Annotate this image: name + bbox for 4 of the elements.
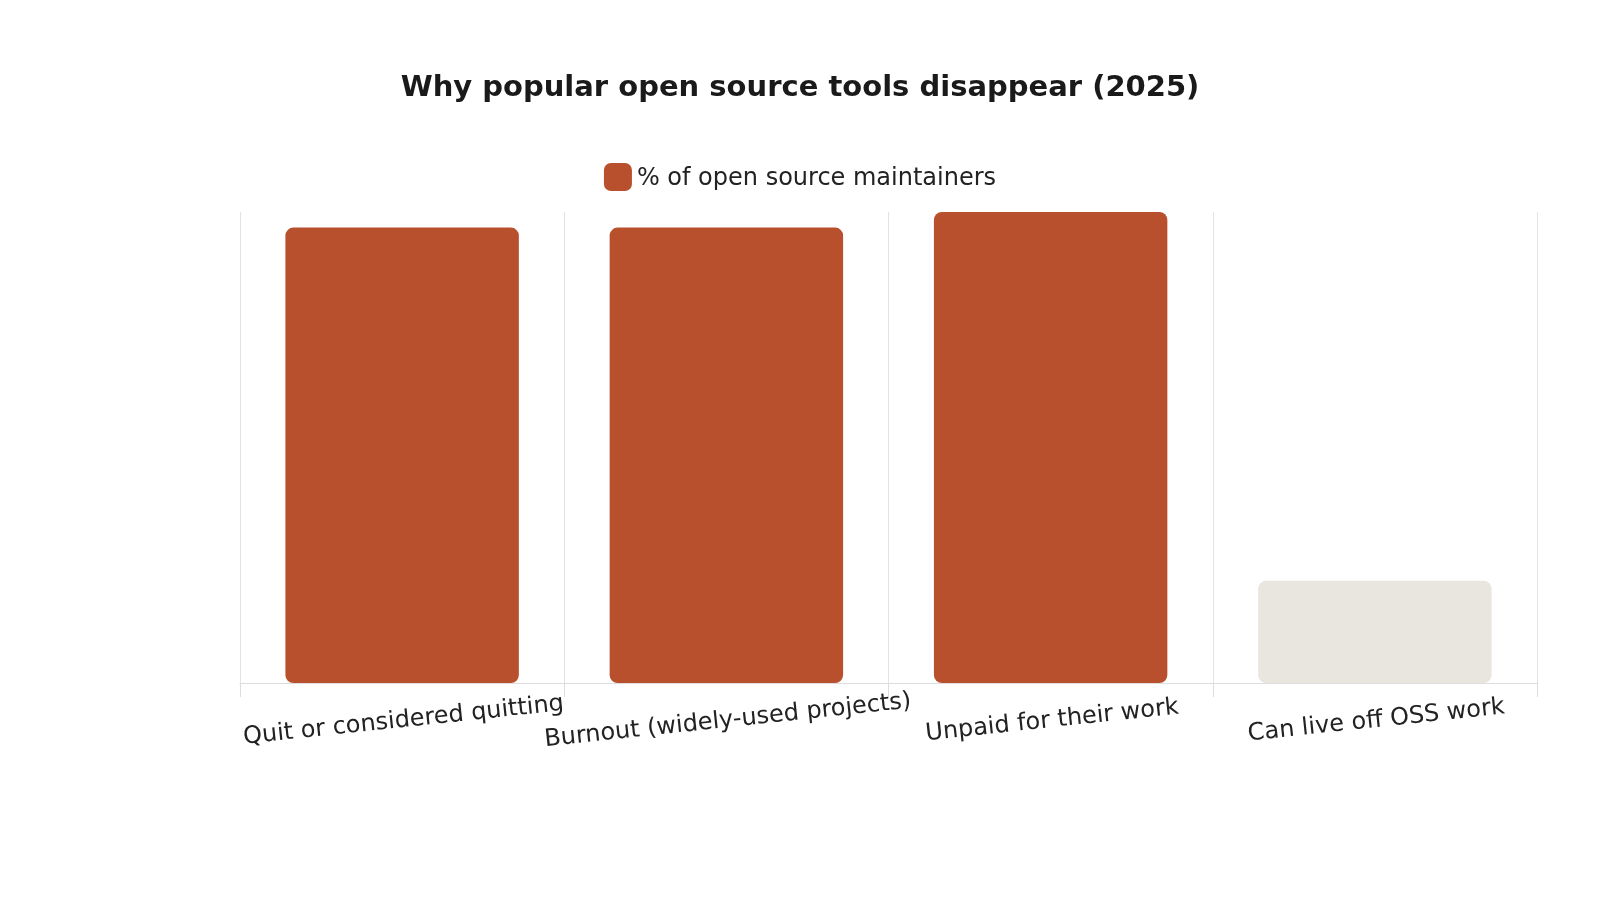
x-tick-label: Can live off OSS work [1246, 691, 1507, 747]
legend-label: % of open source maintainers [636, 163, 997, 191]
chart-title: Why popular open source tools disappear (2025) [400, 68, 1200, 103]
x-tick-label: Unpaid for their work [923, 691, 1180, 747]
